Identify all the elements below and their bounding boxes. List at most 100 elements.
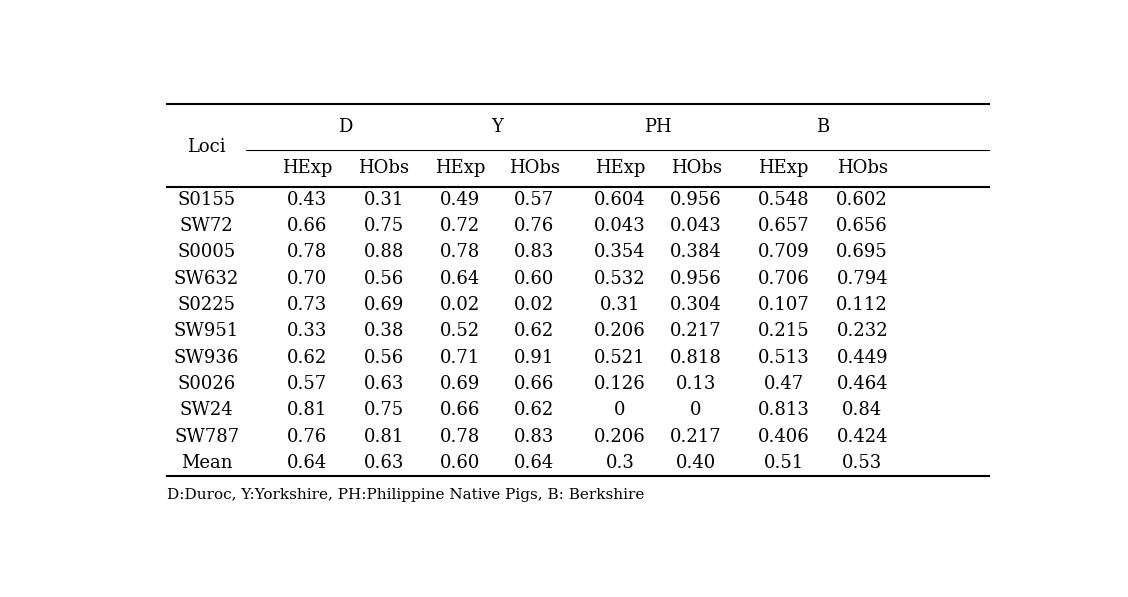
Text: Loci: Loci	[187, 139, 226, 156]
Text: HObs: HObs	[671, 159, 722, 177]
Text: Mean: Mean	[180, 454, 232, 472]
Text: 0.64: 0.64	[514, 454, 555, 472]
Text: S0225: S0225	[177, 296, 236, 314]
Text: 0.449: 0.449	[836, 349, 888, 367]
Text: 0.813: 0.813	[758, 401, 810, 419]
Text: 0.112: 0.112	[836, 296, 888, 314]
Text: 0.217: 0.217	[670, 322, 722, 340]
Text: 0.66: 0.66	[440, 401, 481, 419]
Text: PH: PH	[644, 118, 672, 136]
Text: 0.31: 0.31	[364, 190, 404, 209]
Text: HExp: HExp	[594, 159, 645, 177]
Text: 0.206: 0.206	[594, 427, 646, 446]
Text: 0.043: 0.043	[594, 217, 646, 235]
Text: 0.232: 0.232	[836, 322, 888, 340]
Text: 0.66: 0.66	[514, 375, 555, 393]
Text: 0.126: 0.126	[594, 375, 646, 393]
Text: S0155: S0155	[177, 190, 236, 209]
Text: 0.56: 0.56	[364, 349, 404, 367]
Text: 0.43: 0.43	[287, 190, 327, 209]
Text: 0.63: 0.63	[364, 375, 404, 393]
Text: HExp: HExp	[435, 159, 485, 177]
Text: 0.51: 0.51	[764, 454, 803, 472]
Text: 0.33: 0.33	[287, 322, 327, 340]
Text: 0.706: 0.706	[758, 270, 810, 288]
Text: S0005: S0005	[177, 244, 236, 261]
Text: 0.60: 0.60	[514, 270, 555, 288]
Text: 0.02: 0.02	[440, 296, 481, 314]
Text: 0.709: 0.709	[758, 244, 810, 261]
Text: 0.71: 0.71	[440, 349, 481, 367]
Text: 0.78: 0.78	[287, 244, 327, 261]
Text: 0.57: 0.57	[514, 190, 555, 209]
Text: HExp: HExp	[758, 159, 809, 177]
Text: 0.91: 0.91	[514, 349, 555, 367]
Text: 0.70: 0.70	[287, 270, 327, 288]
Text: 0.02: 0.02	[514, 296, 555, 314]
Text: 0.57: 0.57	[287, 375, 327, 393]
Text: 0.75: 0.75	[364, 401, 404, 419]
Text: SW787: SW787	[174, 427, 239, 446]
Text: 0.521: 0.521	[594, 349, 646, 367]
Text: 0.83: 0.83	[514, 427, 555, 446]
Text: 0.206: 0.206	[594, 322, 646, 340]
Text: 0.354: 0.354	[594, 244, 646, 261]
Text: 0.66: 0.66	[287, 217, 327, 235]
Text: 0.602: 0.602	[836, 190, 888, 209]
Text: 0: 0	[615, 401, 626, 419]
Text: 0.47: 0.47	[764, 375, 803, 393]
Text: 0.794: 0.794	[836, 270, 888, 288]
Text: 0.64: 0.64	[440, 270, 481, 288]
Text: Y: Y	[492, 118, 503, 136]
Text: 0.548: 0.548	[758, 190, 810, 209]
Text: 0.84: 0.84	[843, 401, 882, 419]
Text: SW24: SW24	[179, 401, 233, 419]
Text: 0.76: 0.76	[514, 217, 555, 235]
Text: 0.956: 0.956	[670, 190, 722, 209]
Text: 0.38: 0.38	[364, 322, 404, 340]
Text: 0.62: 0.62	[514, 322, 555, 340]
Text: D:Duroc, Y:Yorkshire, PH:Philippine Native Pigs, B: Berkshire: D:Duroc, Y:Yorkshire, PH:Philippine Nati…	[167, 488, 644, 501]
Text: 0.818: 0.818	[670, 349, 722, 367]
Text: D: D	[338, 118, 353, 136]
Text: 0.83: 0.83	[514, 244, 555, 261]
Text: 0.52: 0.52	[440, 322, 481, 340]
Text: 0.3: 0.3	[606, 454, 634, 472]
Text: 0.424: 0.424	[837, 427, 888, 446]
Text: 0.406: 0.406	[758, 427, 810, 446]
Text: S0026: S0026	[177, 375, 236, 393]
Text: 0.384: 0.384	[670, 244, 722, 261]
Text: 0.513: 0.513	[758, 349, 810, 367]
Text: 0.60: 0.60	[440, 454, 481, 472]
Text: 0.72: 0.72	[440, 217, 481, 235]
Text: SW936: SW936	[174, 349, 239, 367]
Text: 0.532: 0.532	[594, 270, 646, 288]
Text: 0.62: 0.62	[287, 349, 327, 367]
Text: 0.604: 0.604	[594, 190, 646, 209]
Text: 0.62: 0.62	[514, 401, 555, 419]
Text: 0.956: 0.956	[670, 270, 722, 288]
Text: 0.76: 0.76	[287, 427, 327, 446]
Text: 0.304: 0.304	[670, 296, 722, 314]
Text: 0.464: 0.464	[836, 375, 888, 393]
Text: 0.81: 0.81	[364, 427, 404, 446]
Text: 0.107: 0.107	[758, 296, 810, 314]
Text: 0.73: 0.73	[287, 296, 327, 314]
Text: HObs: HObs	[359, 159, 409, 177]
Text: 0.13: 0.13	[676, 375, 716, 393]
Text: SW632: SW632	[174, 270, 239, 288]
Text: 0.56: 0.56	[364, 270, 404, 288]
Text: 0.49: 0.49	[440, 190, 481, 209]
Text: 0.40: 0.40	[676, 454, 716, 472]
Text: 0.043: 0.043	[670, 217, 722, 235]
Text: 0.215: 0.215	[758, 322, 810, 340]
Text: 0.217: 0.217	[670, 427, 722, 446]
Text: 0.81: 0.81	[287, 401, 327, 419]
Text: 0.88: 0.88	[364, 244, 404, 261]
Text: SW951: SW951	[174, 322, 239, 340]
Text: 0: 0	[690, 401, 702, 419]
Text: 0.69: 0.69	[440, 375, 481, 393]
Text: 0.656: 0.656	[836, 217, 888, 235]
Text: 0.64: 0.64	[287, 454, 327, 472]
Text: 0.31: 0.31	[600, 296, 641, 314]
